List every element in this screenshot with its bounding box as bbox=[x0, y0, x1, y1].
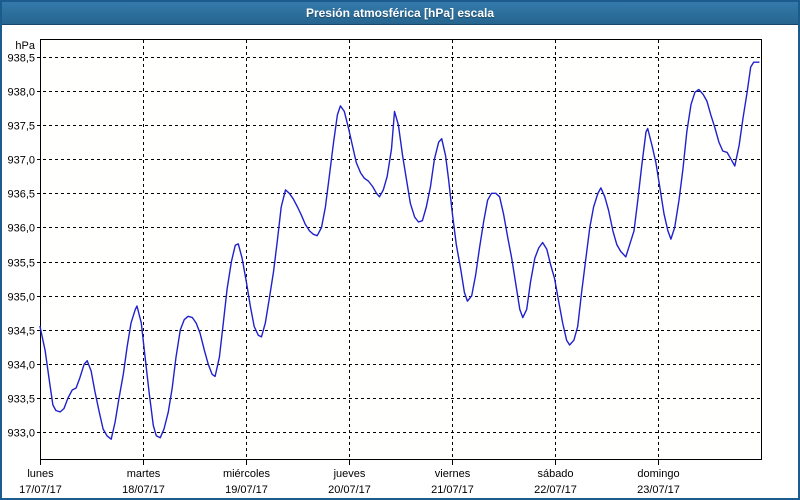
x-day-name-label: viernes bbox=[435, 468, 471, 480]
y-tick-label: 936,5 bbox=[7, 189, 35, 201]
y-tick-label: 938,0 bbox=[7, 87, 35, 99]
x-day-date-label: 17/07/17 bbox=[19, 484, 62, 496]
y-tick-label: 934,5 bbox=[7, 326, 35, 338]
x-day-name-label: miércoles bbox=[223, 468, 271, 480]
x-day-name-label: domingo bbox=[637, 468, 679, 480]
plot-area bbox=[40, 39, 762, 460]
x-day-date-label: 22/07/17 bbox=[534, 484, 577, 496]
x-day-date-label: 23/07/17 bbox=[637, 484, 680, 496]
x-day-date-label: 19/07/17 bbox=[225, 484, 268, 496]
y-tick-label: 936,0 bbox=[7, 223, 35, 235]
y-tick-label: 937,5 bbox=[7, 121, 35, 133]
x-day-name-label: martes bbox=[127, 468, 161, 480]
pressure-series-line bbox=[39, 61, 760, 440]
x-day-name-label: lunes bbox=[27, 468, 54, 480]
y-tick-label: 938,5 bbox=[7, 53, 35, 65]
y-axis-unit-label: hPa bbox=[15, 40, 35, 52]
y-tick-label: 933,0 bbox=[7, 428, 35, 440]
x-day-name-label: sábado bbox=[537, 468, 573, 480]
x-day-date-label: 21/07/17 bbox=[431, 484, 474, 496]
y-tick-label: 935,5 bbox=[7, 258, 35, 270]
window-title: Presión atmosférica [hPa] escala bbox=[305, 6, 495, 20]
x-day-date-label: 18/07/17 bbox=[122, 484, 165, 496]
y-tick-label: 935,0 bbox=[7, 292, 35, 304]
y-tick-label: 937,0 bbox=[7, 155, 35, 167]
x-day-name-label: jueves bbox=[333, 468, 366, 480]
window-titlebar: Presión atmosférica [hPa] escala bbox=[2, 2, 798, 25]
pressure-chart: 938,5 938,0 937,5 937,0 936,5 936,0 935,5 935,0… bbox=[7, 39, 762, 496]
y-tick-label: 933,5 bbox=[7, 394, 35, 406]
x-day-date-label: 20/07/17 bbox=[328, 484, 371, 496]
y-tick-label: 934,0 bbox=[7, 360, 35, 372]
chart-container: 938,5 938,0 937,5 937,0 936,5 936,0 935,5 935,0… bbox=[2, 25, 798, 498]
